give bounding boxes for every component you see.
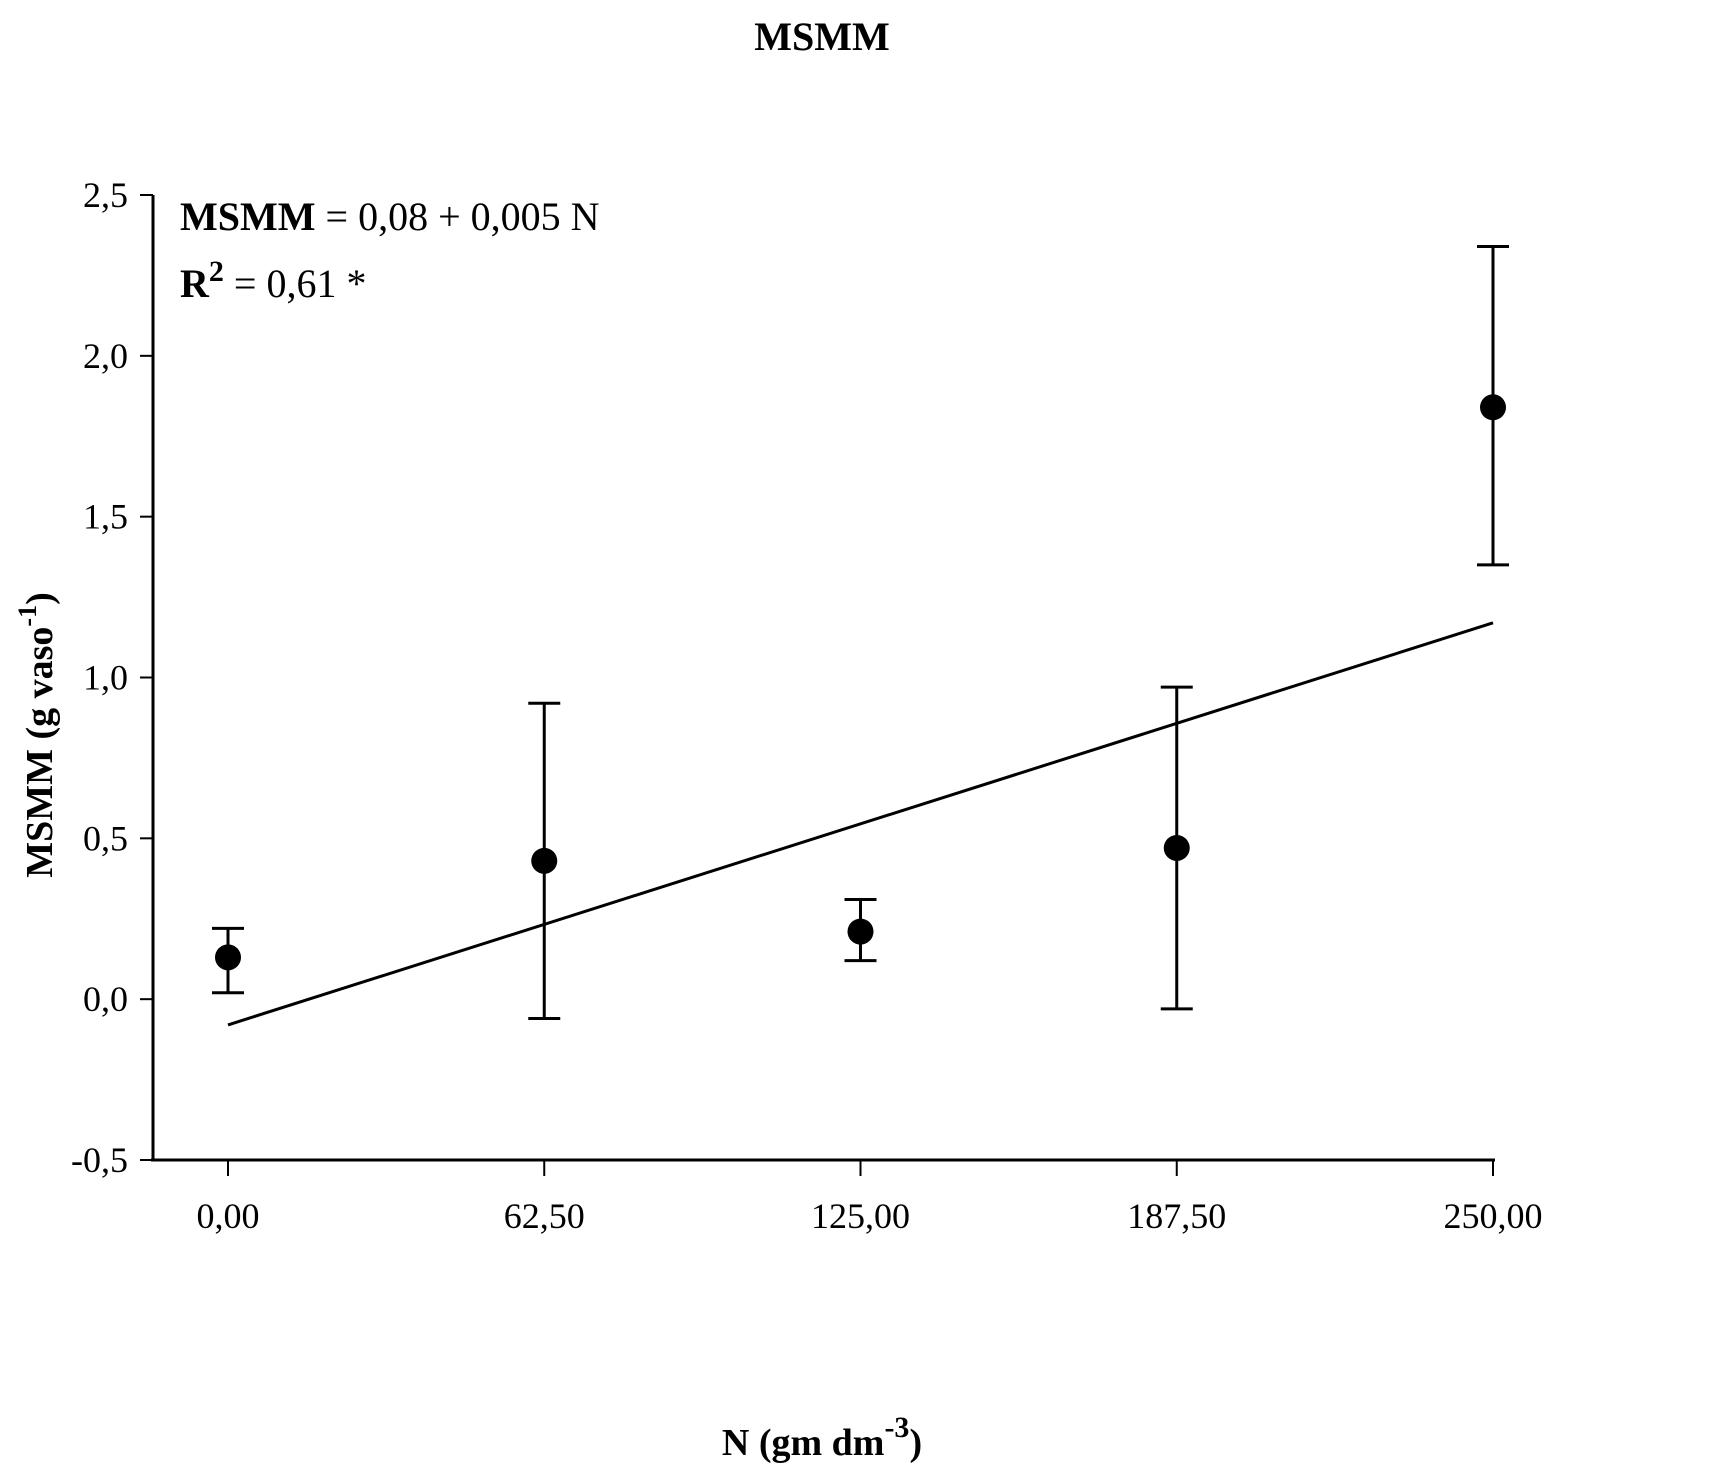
error-bars [212, 244, 1509, 1020]
r-squared-sup: 2 [209, 255, 224, 288]
data-point [531, 847, 558, 874]
y-axis-label: MSMM (g vaso-1) [13, 592, 61, 878]
y-tick-label: 1,0 [83, 658, 128, 698]
x-axis-label-sup: -3 [884, 1411, 909, 1444]
fit-line [227, 621, 1494, 1027]
y-tick-label: 2,5 [83, 175, 128, 215]
data-point [1163, 834, 1190, 861]
equation-rhs: = 0,08 + 0,005 N [316, 194, 600, 239]
x-tick-label: 62,50 [504, 1196, 585, 1236]
y-axis-label-main: MSMM (g vaso [19, 627, 61, 878]
x-axis-label: N (gm dm-3) [722, 1411, 922, 1464]
x-tick-label: 0,00 [197, 1196, 260, 1236]
regression-annotation: MSMM = 0,08 + 0,005 N R2 = 0,61 * [180, 194, 600, 306]
y-ticks: -0,5 0,0 0,5 1,0 1,5 2,0 2,5 [71, 175, 153, 1180]
equation-lhs: MSMM [180, 194, 316, 239]
data-point [847, 918, 874, 945]
y-tick-label: 2,0 [83, 336, 128, 376]
y-tick-label: 1,5 [83, 497, 128, 537]
x-axis-label-close: ) [909, 1422, 922, 1464]
data-points [215, 394, 1506, 971]
regression-equation: MSMM = 0,08 + 0,005 N [180, 194, 600, 239]
x-tick-label: 125,00 [811, 1196, 910, 1236]
x-ticks: 0,00 62,50 125,00 187,50 250,00 [197, 1160, 1543, 1236]
y-axis-label-sup: -1 [13, 605, 42, 627]
y-tick-label: 0,5 [83, 818, 128, 858]
r-squared-lhs: R [180, 261, 210, 306]
r-squared: R2 = 0,61 * [180, 255, 366, 306]
y-axis-label-close: ) [19, 592, 61, 605]
x-tick-label: 250,00 [1444, 1196, 1543, 1236]
data-point [1480, 394, 1506, 421]
y-tick-label: 0,0 [83, 979, 128, 1019]
x-tick-label: 187,50 [1127, 1196, 1226, 1236]
fit-line-group [227, 621, 1494, 1027]
axes [151, 195, 1495, 1162]
y-tick-label: -0,5 [71, 1140, 128, 1180]
x-axis-label-main: N (gm dm [722, 1422, 885, 1464]
data-point [215, 944, 241, 971]
chart-title: MSMM [754, 14, 890, 59]
r-squared-rhs: = 0,61 * [224, 261, 367, 306]
